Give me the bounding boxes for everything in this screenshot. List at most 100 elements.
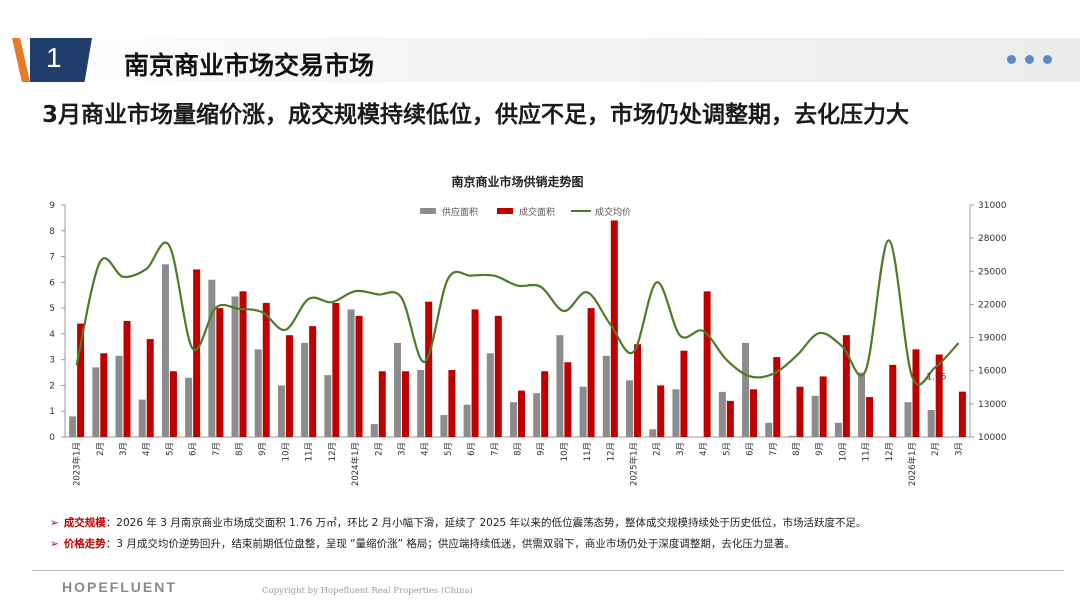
x-tick-label: 3月: [676, 442, 686, 456]
deal-bar: [773, 357, 781, 437]
deal-bar: [425, 301, 433, 437]
deal-bar: [634, 344, 642, 437]
x-tick-label: 2月: [653, 442, 663, 456]
more-dots-icon: [1007, 55, 1052, 64]
supply-bar: [486, 353, 494, 437]
supply-bar: [533, 393, 541, 437]
deal-bar: [494, 315, 502, 437]
right-tick-label: 22000: [978, 300, 1007, 310]
note-label: 成交规模: [63, 517, 106, 529]
x-tick-label: 3月: [119, 442, 129, 456]
x-tick-label: 7月: [212, 442, 222, 456]
left-tick-label: 7: [49, 253, 55, 263]
deal-bar: [564, 362, 572, 437]
x-tick-label: 6月: [746, 442, 756, 456]
deal-bar: [587, 308, 595, 437]
copyright: Copyright by Hopefluent Real Properties …: [262, 586, 473, 596]
deal-bar: [448, 369, 456, 437]
supply-bar: [115, 355, 123, 437]
supply-bar: [370, 424, 378, 437]
supply-bar: [649, 429, 657, 437]
supply-bar: [927, 409, 935, 437]
supply-bar: [626, 380, 634, 437]
x-tick-label: 10月: [281, 442, 291, 461]
supply-bar: [765, 422, 773, 437]
supply-bar: [440, 415, 448, 437]
left-tick-label: 1: [49, 407, 55, 417]
supply-bar: [718, 391, 726, 437]
legend-swatch: [420, 208, 436, 214]
x-tick-label: 2025年1月: [629, 442, 640, 486]
supply-bar: [417, 369, 425, 437]
x-tick-label: 8月: [235, 442, 245, 456]
left-tick-label: 6: [49, 278, 55, 288]
x-tick-label: 2023年1月: [72, 442, 83, 486]
supply-bar: [393, 342, 401, 437]
note-deal-scale: ➢ 成交规模：2026 年 3 月南京商业市场成交面积 1.76 万㎡，环比 2 …: [50, 513, 867, 534]
supply-bar: [834, 422, 842, 437]
x-tick-label: 2024年1月: [350, 442, 361, 486]
last-value-label: 1.76: [926, 373, 946, 383]
deal-bar: [100, 353, 108, 437]
deal-bar: [541, 371, 549, 437]
deal-bar: [216, 308, 224, 437]
deal-bar: [193, 269, 201, 437]
supply-bar: [301, 342, 309, 437]
supply-bar: [742, 342, 750, 437]
right-tick-label: 19000: [978, 334, 1007, 344]
deal-bar: [332, 302, 340, 437]
x-tick-label: 7月: [490, 442, 500, 456]
section-number: 1: [46, 42, 62, 73]
deal-bar: [262, 302, 270, 437]
x-tick-label: 2月: [374, 442, 384, 456]
x-tick-label: 12月: [606, 442, 616, 461]
x-tick-label: 4月: [699, 442, 709, 456]
note-label: 价格走势: [63, 538, 106, 550]
deal-bar: [750, 389, 758, 437]
x-tick-label: 11月: [583, 442, 593, 461]
price-line: [75, 239, 960, 386]
section-number-box: [30, 38, 92, 82]
arrow-icon: ➢: [50, 538, 59, 550]
x-tick-label: 5月: [165, 442, 175, 456]
x-tick-label: 4月: [421, 442, 431, 456]
left-tick-label: 4: [49, 330, 55, 340]
legend-label: 成交均价: [595, 206, 631, 218]
deal-bar: [703, 291, 711, 437]
headline: 3月商业市场量缩价涨，成交规模持续低位，供应不足，市场仍处调整期，去化压力大: [42, 102, 910, 128]
deal-bar: [471, 309, 479, 437]
deal-bar: [239, 291, 247, 437]
deal-bar: [726, 400, 734, 437]
note-text: ：2026 年 3 月南京商业市场成交面积 1.76 万㎡，环比 2 月小幅下滑…: [105, 517, 867, 529]
x-tick-label: 8月: [792, 442, 802, 456]
footer-divider: [32, 570, 1064, 571]
deal-bar: [378, 371, 386, 437]
x-tick-label: 7月: [769, 442, 779, 456]
x-tick-label: 2月: [96, 442, 106, 456]
deal-bar: [680, 350, 688, 437]
supply-bar: [254, 349, 262, 437]
deal-bar: [889, 364, 897, 437]
x-tick-label: 3月: [954, 442, 964, 456]
supply-bar: [138, 399, 146, 437]
legend-label: 成交面积: [519, 206, 555, 218]
right-tick-label: 10000: [978, 433, 1007, 443]
left-tick-label: 0: [49, 433, 55, 443]
supply-bar: [579, 386, 587, 437]
supply-bar: [858, 372, 866, 437]
note-text: ：3 月成交均价逆势回升，结束前期低位盘整，呈现 “量缩价涨” 格局；供应端持续…: [105, 538, 795, 550]
note-price-trend: ➢ 价格走势：3 月成交均价逆势回升，结束前期低位盘整，呈现 “量缩价涨” 格局；…: [50, 534, 867, 555]
x-tick-label: 2026年1月: [907, 442, 918, 486]
x-tick-label: 3月: [397, 442, 407, 456]
deal-bar: [912, 349, 920, 437]
deal-bar: [842, 335, 850, 437]
section-title: 南京商业市场交易市场: [124, 51, 375, 80]
deal-bar: [866, 397, 874, 437]
company-logo: HOPEFLUENT: [62, 579, 177, 595]
supply-bar: [904, 402, 912, 437]
supply-bar: [556, 335, 564, 437]
supply-bar: [231, 296, 239, 437]
supply-bar: [347, 309, 355, 437]
x-tick-label: 10月: [838, 442, 848, 461]
deal-bar: [123, 321, 131, 437]
